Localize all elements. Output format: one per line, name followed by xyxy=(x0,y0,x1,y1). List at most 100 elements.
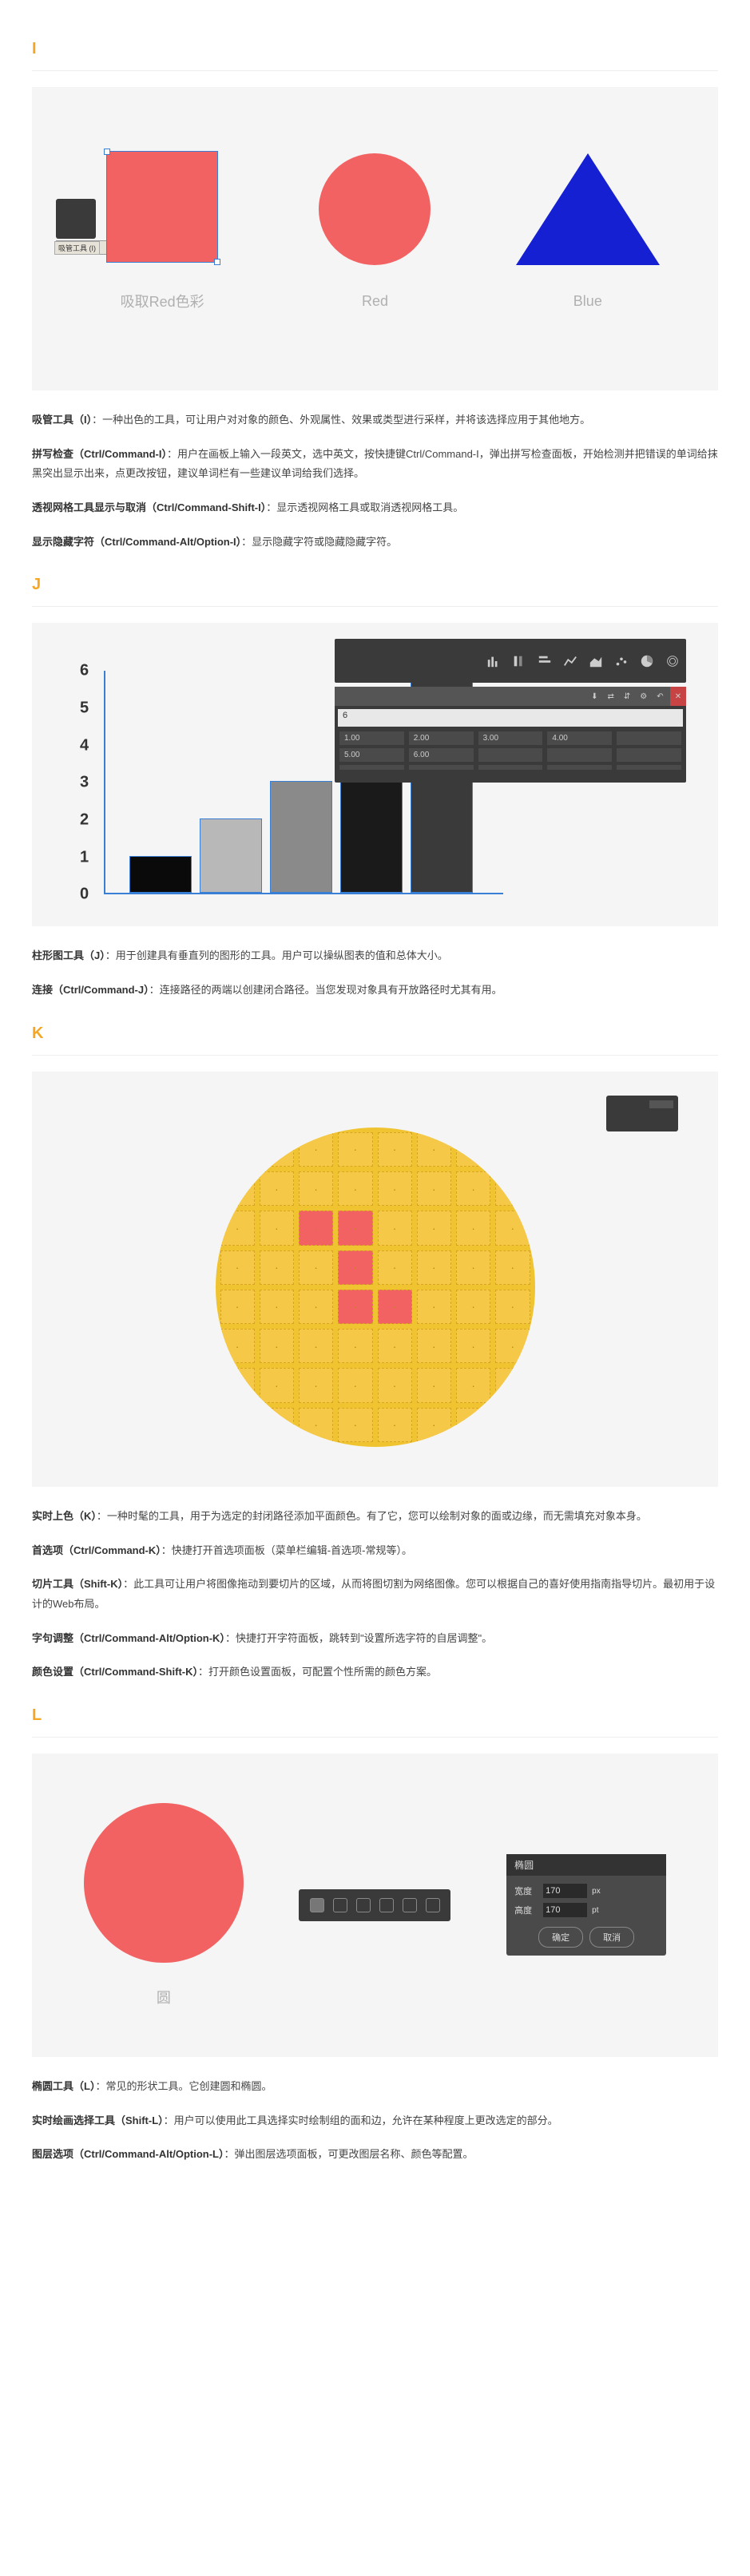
y-tick: 0 xyxy=(80,886,89,904)
data-cell[interactable]: 3.00 xyxy=(478,731,543,745)
live-paint-cell xyxy=(260,1290,294,1324)
desc-k-1: 首选项（Ctrl/Command-K）：快捷打开首选项面板（菜单栏编辑-首选项-… xyxy=(32,1541,718,1561)
live-paint-cell xyxy=(378,1408,412,1442)
hbar-icon[interactable] xyxy=(538,654,552,668)
height-input[interactable] xyxy=(543,1903,587,1917)
data-cell[interactable] xyxy=(478,765,543,770)
line-chart-icon[interactable] xyxy=(563,654,577,668)
data-row: 5.00 6.00 xyxy=(335,747,686,763)
import-icon[interactable]: ⬇ xyxy=(591,692,597,701)
live-paint-cell xyxy=(417,1329,451,1363)
width-input[interactable] xyxy=(543,1884,587,1898)
data-input-field[interactable]: 6 xyxy=(338,709,683,727)
revert-icon[interactable]: ↶ xyxy=(657,692,663,701)
live-paint-cell xyxy=(260,1408,294,1442)
data-cell[interactable] xyxy=(547,765,612,770)
desc-l-0: 椭圆工具（L）：常见的形状工具。它创建圆和椭圆。 xyxy=(32,2077,718,2097)
shape-label: Red xyxy=(362,293,388,310)
area-chart-icon[interactable] xyxy=(589,654,603,668)
live-paint-cell xyxy=(338,1171,372,1206)
data-cell[interactable] xyxy=(617,731,681,745)
desc-k-0: 实时上色（K）：一种时髦的工具，用于为选定的封闭路径添加平面颜色。有了它，您可以… xyxy=(32,1507,718,1527)
desc-j-1: 连接（Ctrl/Command-J）：连接路径的两端以创建闭合路径。当您发现对象… xyxy=(32,981,718,1001)
rect-icon[interactable] xyxy=(310,1898,324,1912)
y-tick: 1 xyxy=(80,848,89,866)
data-cell[interactable] xyxy=(617,748,681,762)
data-cell[interactable] xyxy=(547,748,612,762)
y-tick: 6 xyxy=(80,662,89,680)
scatter-icon[interactable] xyxy=(614,654,629,668)
live-paint-cell xyxy=(495,1250,530,1285)
polygon-icon[interactable] xyxy=(379,1898,394,1912)
transpose-icon[interactable]: ⇄ xyxy=(607,692,613,701)
live-paint-cell xyxy=(378,1171,412,1206)
live-paint-cell xyxy=(338,1250,372,1285)
desc-l-1: 实时绘画选择工具（Shift-L）：用户可以使用此工具选择实时绘制组的面和边，允… xyxy=(32,2111,718,2131)
live-paint-swatch-panel[interactable] xyxy=(606,1096,678,1131)
pie-icon[interactable] xyxy=(640,654,654,668)
swap-icon[interactable]: ⇵ xyxy=(624,692,630,701)
chart-bar xyxy=(129,856,192,894)
live-paint-cell xyxy=(338,1368,372,1402)
live-paint-cell xyxy=(495,1408,530,1442)
live-paint-cell xyxy=(417,1368,451,1402)
live-paint-cell xyxy=(378,1250,412,1285)
bar-chart-icon[interactable] xyxy=(486,654,501,668)
live-paint-cell xyxy=(417,1250,451,1285)
divider xyxy=(32,1055,718,1056)
data-cell[interactable]: 5.00 xyxy=(339,748,404,762)
chart-bar xyxy=(200,818,262,893)
data-cell[interactable]: 2.00 xyxy=(409,731,474,745)
live-paint-cell xyxy=(220,1408,255,1442)
radar-icon[interactable] xyxy=(665,654,680,668)
live-paint-cell xyxy=(456,1132,490,1167)
chart-type-toolbar[interactable] xyxy=(335,639,686,683)
star-icon[interactable] xyxy=(403,1898,417,1912)
live-paint-cell xyxy=(260,1250,294,1285)
data-cell[interactable]: 4.00 xyxy=(547,731,612,745)
section-letter-l: L xyxy=(32,1706,718,1725)
data-cell[interactable]: 1.00 xyxy=(339,731,404,745)
ellipse-icon[interactable] xyxy=(356,1898,371,1912)
data-cell[interactable] xyxy=(617,765,681,770)
line-icon[interactable] xyxy=(426,1898,440,1912)
live-paint-cell xyxy=(378,1132,412,1167)
live-paint-cell xyxy=(456,1290,490,1324)
section-letter-i: I xyxy=(32,40,718,58)
shape-mode-toolbar[interactable] xyxy=(299,1889,450,1921)
close-icon[interactable]: ✕ xyxy=(670,687,686,706)
live-paint-cell xyxy=(456,1211,490,1245)
live-paint-cell xyxy=(338,1132,372,1167)
live-paint-cell xyxy=(220,1290,255,1324)
live-paint-cell xyxy=(456,1250,490,1285)
data-cell[interactable] xyxy=(339,765,404,770)
y-tick: 3 xyxy=(80,774,89,792)
data-cell[interactable] xyxy=(478,748,543,762)
live-paint-cell xyxy=(299,1250,333,1285)
live-paint-cell xyxy=(220,1250,255,1285)
live-paint-cell xyxy=(495,1132,530,1167)
live-paint-cell xyxy=(338,1290,372,1324)
live-paint-cell xyxy=(220,1211,255,1245)
cancel-button[interactable]: 取消 xyxy=(589,1927,634,1948)
eyedropper-tooltip: 吸管工具 (I) xyxy=(54,241,100,255)
chart-data-panel[interactable]: ⬇ ⇄ ⇵ ⚙ ↶ ✓ ✕ 6 1.00 2.00 3.00 4.00 5.00… xyxy=(335,687,686,783)
desc-k-4: 颜色设置（Ctrl/Command-Shift-K）：打开颜色设置面板，可配置个… xyxy=(32,1663,718,1682)
width-unit: px xyxy=(592,1887,601,1896)
section-letter-k: K xyxy=(32,1024,718,1043)
settings-icon[interactable]: ⚙ xyxy=(640,692,647,701)
rounded-icon[interactable] xyxy=(333,1898,347,1912)
data-cell[interactable] xyxy=(409,765,474,770)
data-cell[interactable]: 6.00 xyxy=(409,748,474,762)
live-paint-cell xyxy=(417,1290,451,1324)
section-letter-j: J xyxy=(32,576,718,594)
divider xyxy=(32,70,718,71)
live-paint-cell xyxy=(299,1211,333,1245)
stacked-bar-icon[interactable] xyxy=(512,654,526,668)
ok-button[interactable]: 确定 xyxy=(538,1927,583,1948)
live-paint-cell xyxy=(495,1211,530,1245)
live-paint-grid xyxy=(216,1127,535,1447)
live-paint-cell xyxy=(495,1171,530,1206)
live-paint-cell xyxy=(338,1211,372,1245)
live-paint-cell xyxy=(299,1290,333,1324)
